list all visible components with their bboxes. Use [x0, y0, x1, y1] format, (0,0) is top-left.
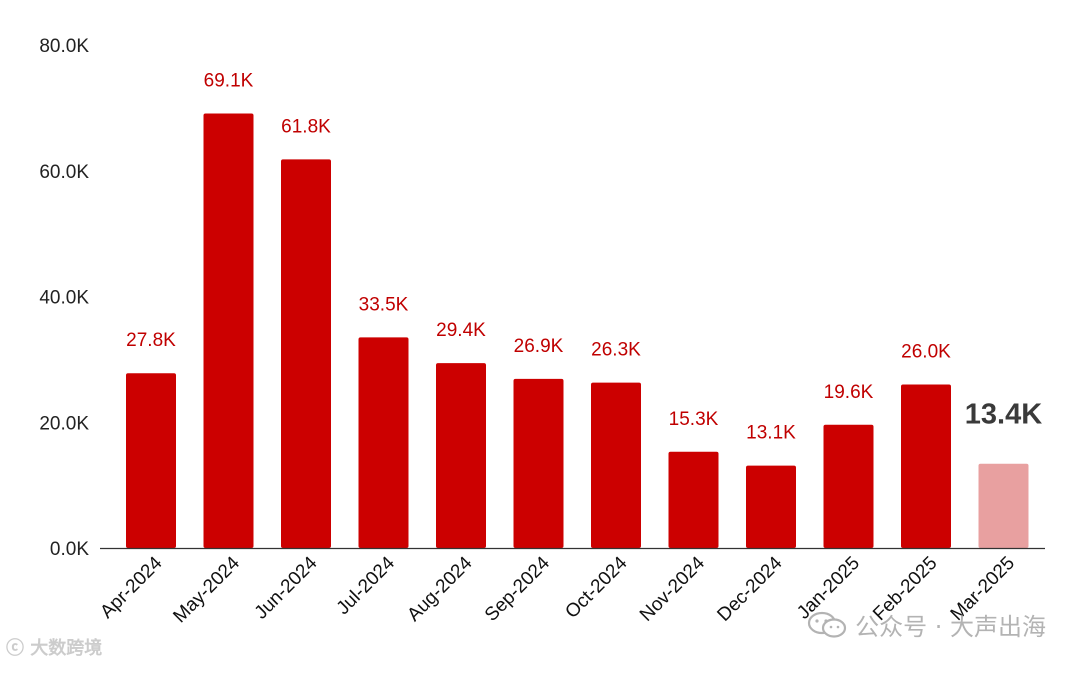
bar: [126, 373, 176, 548]
x-tick-label: Jun-2024: [251, 552, 322, 623]
y-tick-label: 80.0K: [39, 36, 89, 57]
data-label: 26.3K: [591, 340, 641, 361]
bar: [358, 337, 409, 548]
x-tick-label: Dec-2024: [713, 552, 786, 625]
y-tick-label: 40.0K: [39, 288, 89, 309]
data-label: 15.3K: [669, 409, 719, 430]
bar: [203, 113, 254, 548]
data-label: 29.4K: [436, 320, 486, 341]
bar: [978, 463, 1029, 548]
data-label: 27.8K: [126, 330, 176, 351]
watermark-right: 公众号 · 大声出海: [807, 607, 1046, 642]
bar: [591, 382, 641, 548]
y-tick-label: 20.0K: [39, 413, 89, 434]
data-label: 26.9K: [514, 336, 564, 357]
bar: [668, 451, 719, 548]
data-label: 33.5K: [359, 294, 409, 315]
bar: [436, 363, 486, 548]
watermark-logo-icon: ⓒ: [6, 638, 24, 659]
data-label: 13.4K: [965, 399, 1042, 431]
x-tick-label: Sep-2024: [481, 552, 554, 625]
bar: [746, 465, 796, 548]
data-label: 69.1K: [204, 71, 254, 92]
data-label: 19.6K: [824, 382, 874, 403]
watermark-left: ⓒ 大数跨境: [6, 634, 102, 660]
x-tick-label: Aug-2024: [403, 552, 476, 625]
bar: [823, 424, 874, 548]
x-tick-label: Nov-2024: [636, 552, 709, 625]
wechat-icon: [808, 611, 847, 638]
bar: [901, 384, 951, 548]
x-tick-label: May-2024: [169, 552, 244, 627]
bar: [281, 159, 331, 548]
watermark-right-text: 公众号 · 大声出海: [855, 613, 1046, 641]
data-label: 13.1K: [746, 423, 796, 444]
x-tick-label: Jul-2024: [333, 552, 400, 619]
x-tick-label: Oct-2024: [561, 552, 631, 622]
y-tick-label: 0.0K: [50, 539, 89, 560]
data-label: 61.8K: [281, 116, 331, 137]
y-tick-label: 60.0K: [39, 162, 89, 183]
x-tick-label: Apr-2024: [96, 552, 166, 622]
data-label: 26.0K: [901, 342, 951, 363]
watermark-left-text: 大数跨境: [30, 638, 103, 659]
bar: [513, 378, 564, 548]
